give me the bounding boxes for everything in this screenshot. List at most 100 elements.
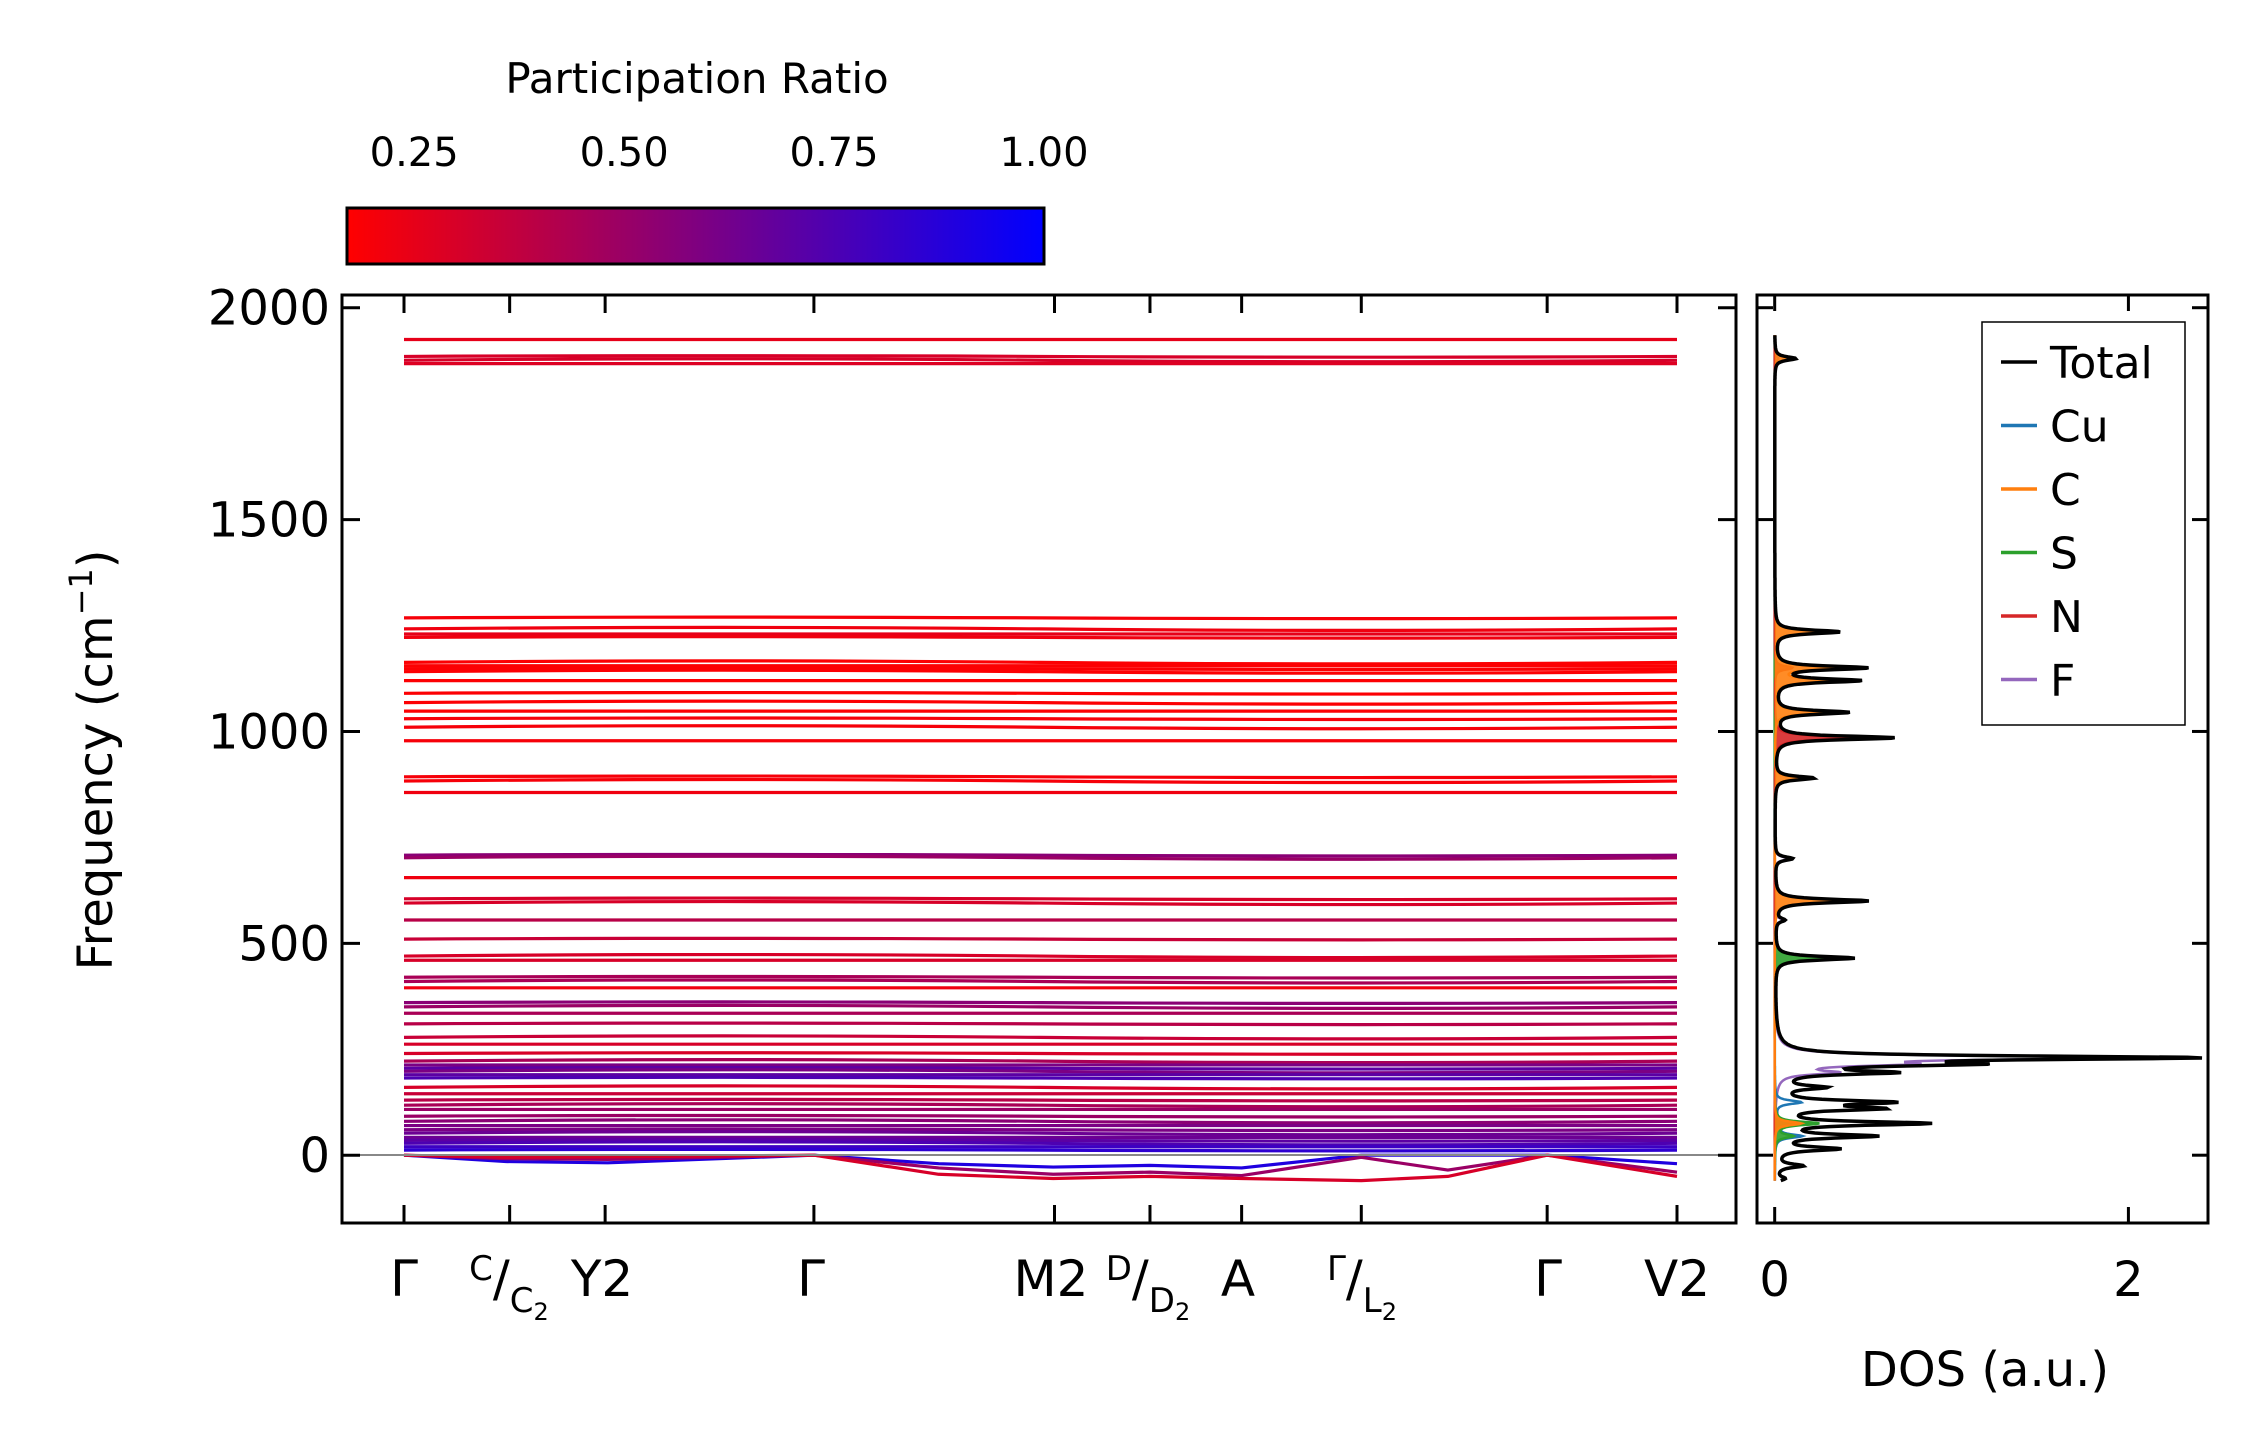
band-line: [403, 1147, 1678, 1153]
band-line: [403, 1000, 1678, 1005]
band-line: [403, 1140, 1678, 1147]
band-line: [403, 774, 1678, 780]
kpoint-v2-base: V: [1644, 1250, 1678, 1308]
band-line: [403, 1021, 1678, 1027]
band-line: [403, 659, 1678, 666]
kpoint-m2: M2: [1014, 1250, 1089, 1308]
band-line: [403, 354, 1678, 359]
kpoint-c-sup: C: [469, 1249, 493, 1289]
band-line: [403, 1003, 1678, 1010]
band-line: [403, 1127, 1678, 1133]
band-line: [403, 699, 1678, 706]
legend-label: F: [2050, 656, 2075, 707]
band-line: [403, 1075, 1678, 1081]
y-label-close: ): [68, 549, 124, 568]
kpoint-v2-subscript: 2: [1678, 1250, 1710, 1308]
kpoint-y2: Y2: [570, 1250, 633, 1308]
band-line: [403, 1113, 1678, 1119]
kpoint-gamma-2: Γ: [797, 1250, 825, 1308]
band-line: [403, 899, 1678, 907]
band-line: [403, 357, 1678, 364]
band-line: [403, 777, 1678, 785]
colorbar-ticks: 0.25 0.50 0.75 1.00: [370, 130, 1089, 264]
band-line: [403, 625, 1678, 633]
dos-x-tick-label: 2: [2113, 1252, 2144, 1308]
kpoint-m2-subscript: 2: [1057, 1250, 1089, 1308]
band-line: [403, 1034, 1678, 1041]
kpoint-l2-subscript: 2: [1382, 1298, 1397, 1326]
band-line: [403, 615, 1678, 621]
dos-fill-s: [1774, 335, 1842, 1181]
kpoint-c2-base: C: [510, 1281, 534, 1321]
kpoint-y2-subscript: 2: [601, 1250, 633, 1308]
band-x-ticks: [402, 295, 1679, 1223]
colorbar-tick-label: 1.00: [999, 130, 1088, 176]
legend-label: Cu: [2050, 402, 2109, 453]
y-tick-label: 1000: [208, 704, 330, 760]
band-line: [403, 1102, 1678, 1109]
band-y-ticks: 0 500 1000 1500 2000: [208, 281, 1736, 1184]
dos-plot-frame: [1755, 293, 2210, 1225]
band-line: [403, 1084, 1678, 1091]
band-line: [403, 936, 1678, 942]
legend-frame: [1981, 321, 2186, 726]
y-tick-label: 1500: [208, 493, 330, 549]
legend-label: N: [2050, 592, 2083, 643]
dos-x-axis-label: DOS (a.u.): [1861, 1342, 2109, 1398]
dos-curve-total: [1773, 335, 2203, 1183]
kpoint-d2-base: D: [1149, 1281, 1175, 1321]
band-line: [403, 668, 1678, 675]
band-plot-frame: [340, 293, 1738, 1225]
kpoint-l2-base: L: [1363, 1281, 1382, 1321]
band-line: [403, 896, 1678, 902]
acoustic-band: [403, 1153, 1678, 1178]
legend-label: Total: [2049, 338, 2153, 389]
band-line: [403, 1065, 1678, 1071]
band-line: [403, 1118, 1678, 1125]
colorbar-tick-label: 0.50: [580, 130, 669, 176]
band-lines: [403, 337, 1678, 1183]
legend-label: S: [2050, 529, 2078, 580]
band-line: [403, 978, 1678, 985]
band-line: [403, 1138, 1678, 1143]
kpoint-gamma-l2: Γ/L2: [1327, 1249, 1397, 1326]
kpoint-slash-1: /: [493, 1250, 510, 1308]
kpoint-gamma-sup: Γ: [1327, 1249, 1346, 1289]
dos-y-ticks: [1757, 306, 2208, 1157]
band-line: [403, 1097, 1678, 1103]
band-line: [403, 690, 1678, 696]
colorbar-gradient: [345, 206, 1046, 266]
band-line: [403, 952, 1678, 960]
kpoint-y2-base: Y: [570, 1250, 602, 1308]
band-line: [403, 1068, 1678, 1075]
dos-lines: [1773, 335, 2203, 1183]
kpoint-c-c2: C/C2: [469, 1249, 549, 1326]
y-label-main: Frequency (cm: [68, 615, 124, 970]
legend-label: C: [2050, 465, 2081, 516]
band-line: [403, 974, 1678, 980]
band-line: [403, 1051, 1678, 1056]
dos-curve-cu: [1773, 335, 1812, 1181]
band-line: [403, 666, 1678, 672]
band-line: [403, 1130, 1678, 1137]
colorbar-tick-label: 0.25: [370, 130, 459, 176]
kpoint-gamma-3: Γ: [1534, 1250, 1562, 1308]
band-line: [403, 724, 1678, 731]
band-line: [403, 852, 1678, 858]
kpoint-labels: Γ C/C2 Y2 Γ M2 D/D2 A Γ/L2 Γ V2: [390, 1249, 1710, 1326]
kpoint-v2: V2: [1644, 1250, 1710, 1308]
y-tick-label: 500: [238, 916, 330, 972]
colorbar-label: Participation Ratio: [505, 54, 888, 103]
y-tick-label: 2000: [208, 281, 330, 337]
band-line: [403, 1058, 1678, 1065]
colorbar: Participation Ratio 0.25 0.50 0.75 1.00: [345, 54, 1089, 266]
band-y-axis-label: Frequency (cm−1): [62, 549, 124, 970]
acoustic-band: [403, 1153, 1678, 1183]
dos-curve-s: [1773, 335, 1843, 1181]
y-tick-label: 0: [299, 1128, 330, 1184]
kpoint-d-sup: D: [1106, 1249, 1132, 1289]
band-line: [403, 635, 1678, 640]
